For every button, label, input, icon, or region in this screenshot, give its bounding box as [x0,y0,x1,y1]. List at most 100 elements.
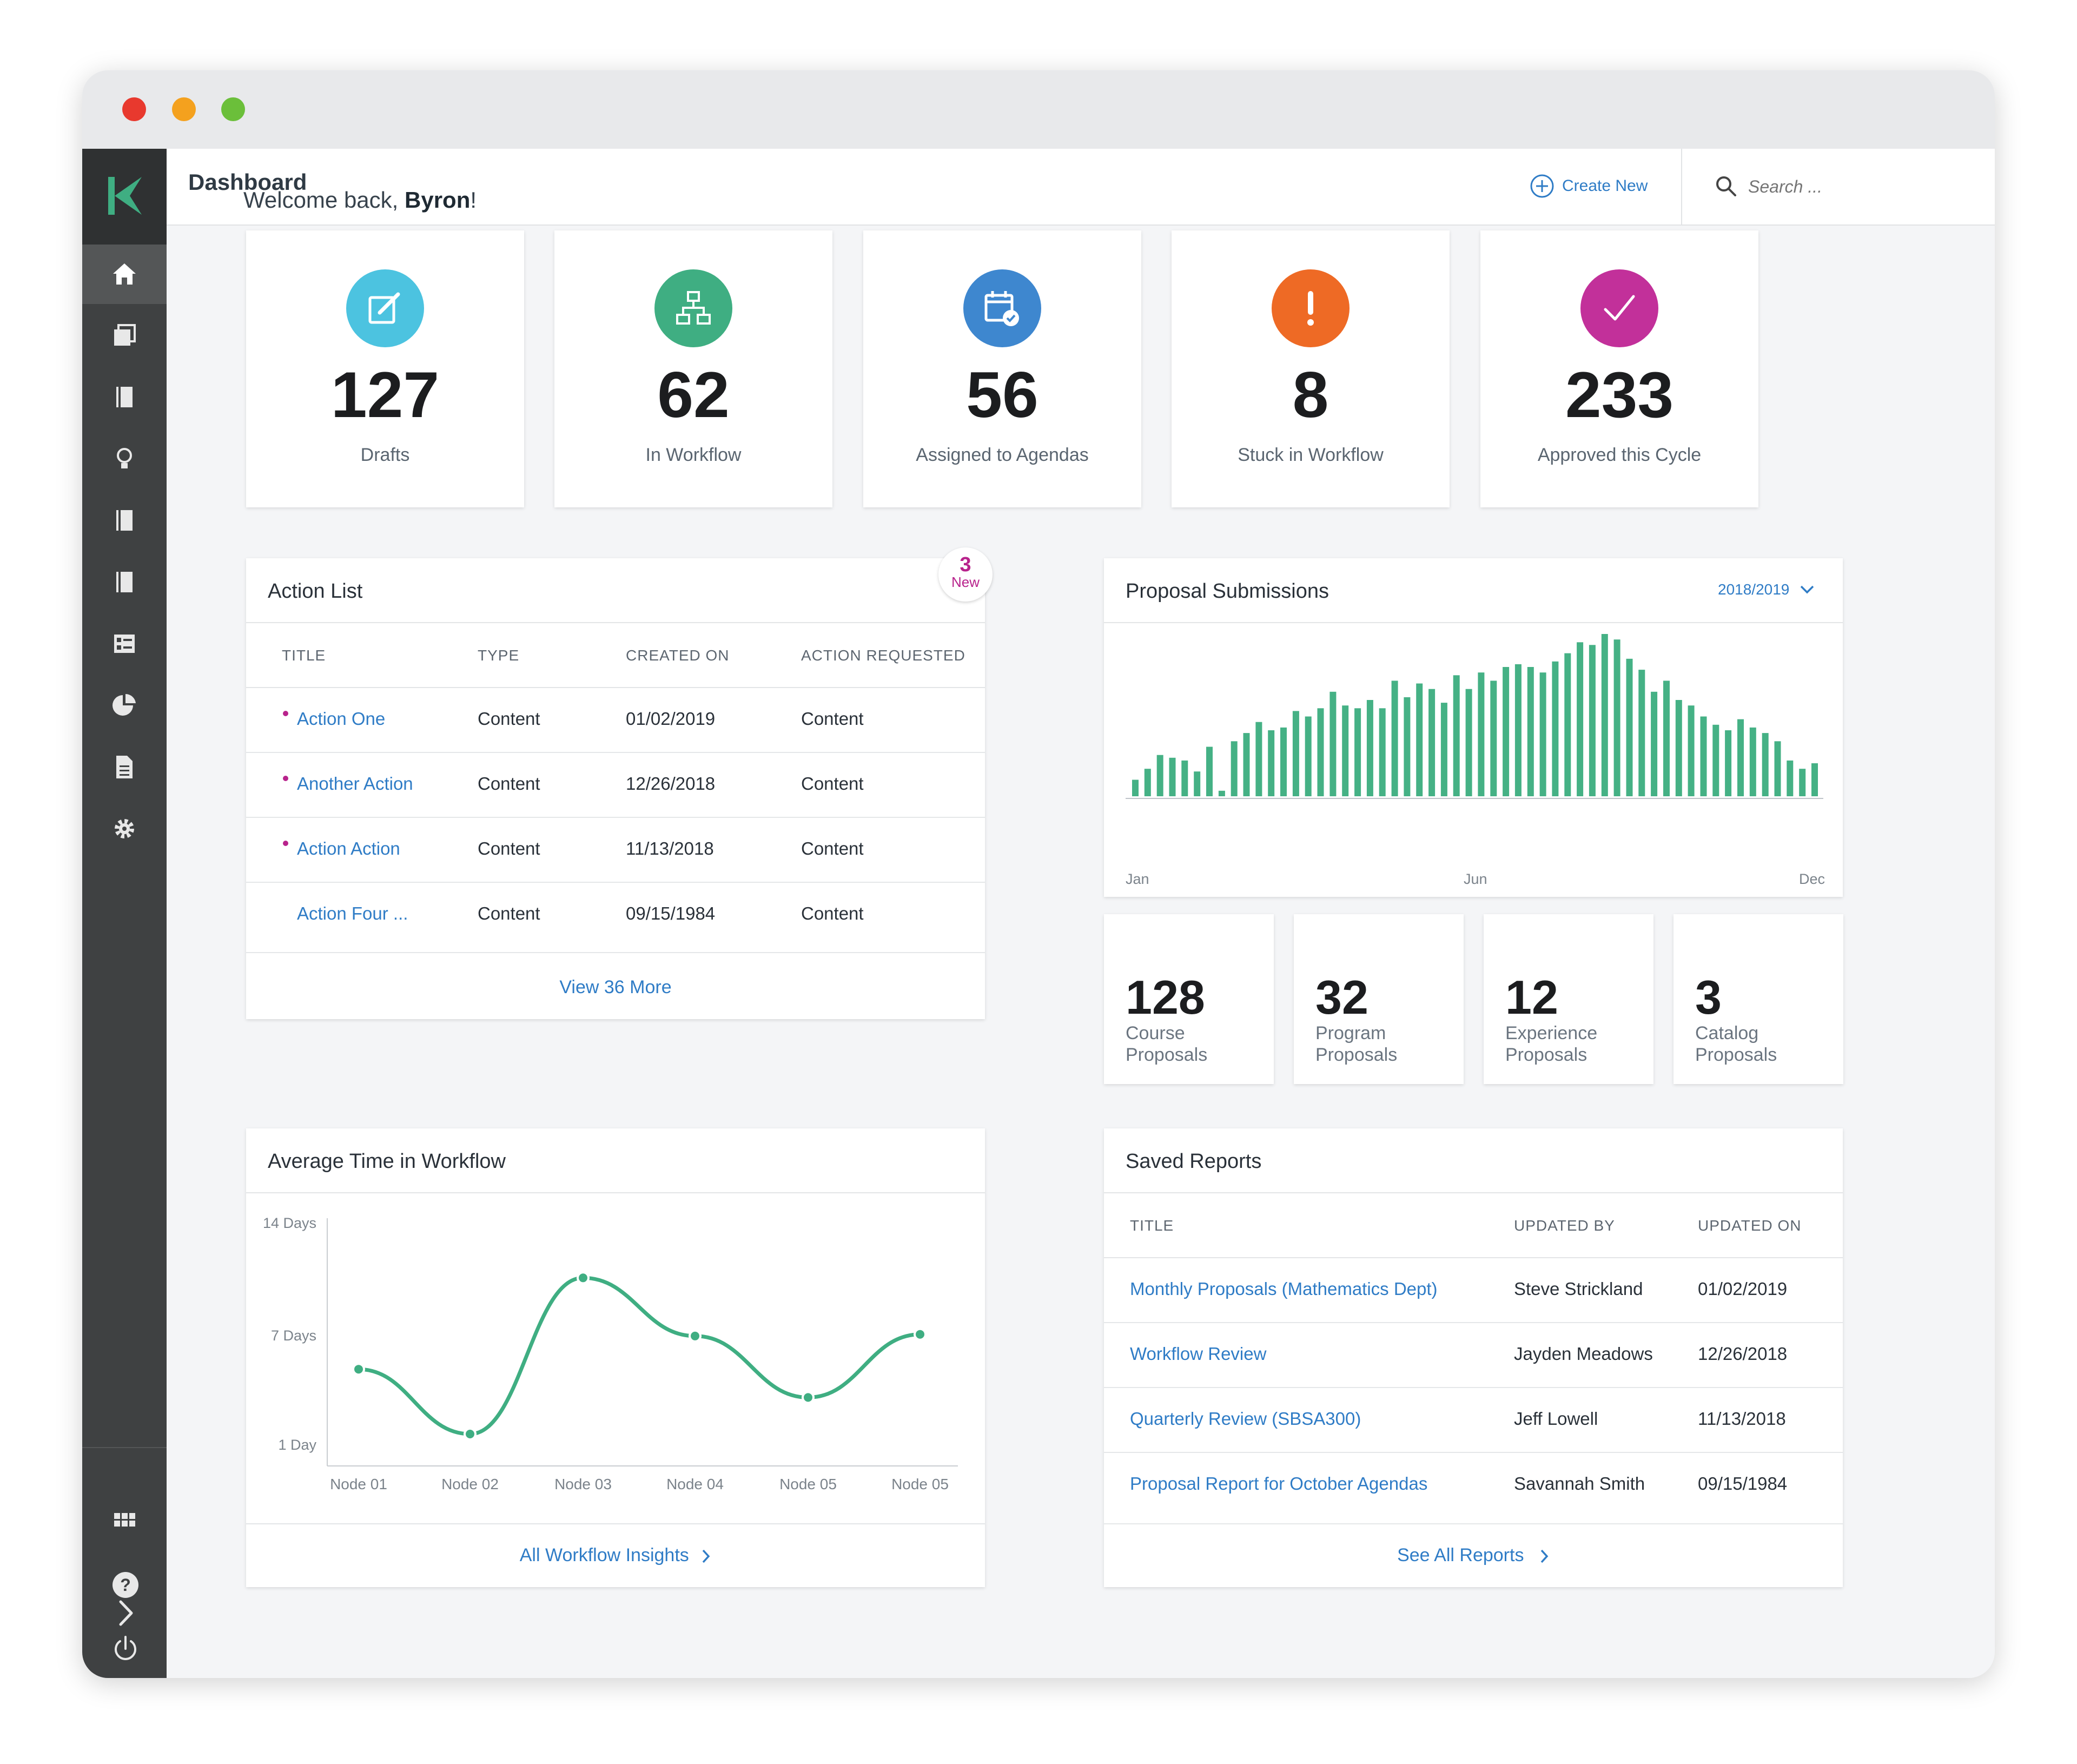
action-title-link[interactable]: Action Four ... [297,903,408,923]
stat-card-drafts[interactable]: 127 Drafts [246,230,524,507]
table-row[interactable]: Monthly Proposals (Mathematics Dept) Ste… [1104,1257,1843,1323]
stat-card-in-workflow[interactable]: 62 In Workflow [554,230,832,507]
sidebar-item-reports[interactable] [82,676,167,735]
stat-value: 233 [1565,359,1674,431]
submission-bar [1465,689,1472,796]
table-row[interactable]: Action Four ... Content 09/15/1984 Conte… [246,882,985,953]
stat-card-stuck-in-workflow[interactable]: 8 Stuck in Workflow [1172,230,1450,507]
column-header[interactable]: UPDATED ON [1698,1217,1802,1234]
column-header[interactable]: CREATED ON [626,647,730,664]
report-updated-by: Savannah Smith [1514,1474,1645,1494]
stat-card-approved-this-cycle[interactable]: 233 Approved this Cycle [1480,230,1758,507]
sidebar-item-help[interactable]: ? [82,1554,167,1614]
see-all-reports-link[interactable]: See All Reports [1104,1545,1843,1566]
saved-reports-title: Saved Reports [1126,1150,1262,1173]
mini-stat-experience[interactable]: 12 Experience Proposals [1484,914,1653,1084]
sidebar-item-ideas[interactable] [82,429,167,488]
new-indicator-dot [283,841,288,846]
all-workflow-insights-link[interactable]: All Workflow Insights [246,1545,985,1566]
submission-bar [1255,722,1262,796]
x-axis-label: Jun [1464,871,1487,887]
sidebar-item-documents[interactable] [82,737,167,797]
sidebar-item-settings[interactable] [82,799,167,858]
sidebar-item-home[interactable] [82,245,167,304]
sidebar-item-library[interactable] [82,306,167,365]
report-title-link[interactable]: Quarterly Review (SBSA300) [1130,1409,1361,1429]
submission-bar [1416,683,1423,796]
column-header[interactable]: TITLE [1130,1217,1174,1234]
column-header[interactable]: TITLE [282,647,326,664]
action-created: 12/26/2018 [626,774,716,794]
title-bar [82,70,1995,149]
stat-card-assigned-to-agendas[interactable]: 56 Assigned to Agendas [863,230,1141,507]
column-header[interactable]: TYPE [478,647,520,664]
app-logo[interactable] [82,149,167,245]
welcome-suffix: ! [470,187,477,213]
workflow-data-point[interactable] [689,1329,702,1343]
submission-bar [1342,705,1349,796]
sidebar-item-logout[interactable] [82,1618,167,1677]
chevron-right-icon [702,1549,710,1563]
submission-bar [1181,760,1188,796]
edit-icon [368,292,400,324]
apps-grid-icon [114,1513,135,1527]
sidebar-item-apps[interactable] [82,1490,167,1550]
table-row[interactable]: Quarterly Review (SBSA300) Jeff Lowell 1… [1104,1387,1843,1453]
view-more-link[interactable]: View 36 More [559,977,672,997]
table-row[interactable]: Action One Content 01/02/2019 Content [246,687,985,753]
page-title: Dashboard [188,169,307,195]
submission-bar [1811,763,1818,796]
column-header[interactable]: ACTION REQUESTED [801,647,965,664]
workflow-series-line [356,1276,922,1436]
action-title-link[interactable]: Action Action [297,838,400,858]
workflow-data-point[interactable] [802,1391,815,1404]
submission-bar [1725,730,1732,796]
chevron-right-icon [1540,1549,1549,1563]
table-header: TITLE TYPE CREATED ON ACTION REQUESTED [246,622,985,688]
report-title-link[interactable]: Workflow Review [1130,1344,1267,1364]
close-window-button[interactable] [122,97,146,121]
power-icon [115,1636,136,1660]
user-name: Byron [405,187,471,213]
report-title-link[interactable]: Monthly Proposals (Mathematics Dept) [1130,1279,1438,1299]
workflow-data-point[interactable] [464,1428,477,1441]
table-row[interactable]: Action Action Content 11/13/2018 Content [246,817,985,883]
create-new-button[interactable]: Create New [1530,173,1648,200]
action-title-link[interactable]: Another Action [297,774,413,794]
year-select[interactable]: 2018/2019 [1718,581,1815,598]
search-input[interactable] [1747,173,1976,201]
submission-bar [1514,664,1522,796]
sidebar-expand-button[interactable] [111,1598,140,1630]
workflow-data-point[interactable] [352,1363,365,1376]
action-title-link[interactable]: Action One [297,709,386,729]
mini-stat-label: Experience Proposals [1505,1023,1598,1065]
table-row[interactable]: Proposal Report for October Agendas Sava… [1104,1452,1843,1524]
maximize-window-button[interactable] [221,97,245,121]
submission-bar [1218,790,1225,796]
stat-label: Approved this Cycle [1537,445,1702,465]
table-row[interactable]: Another Action Content 12/26/2018 Conten… [246,752,985,818]
stat-icon-circle [1580,269,1658,347]
report-updated-by: Jayden Meadows [1514,1344,1653,1364]
mini-stat-course[interactable]: 128 Course Proposals [1104,914,1274,1084]
report-updated-on: 11/13/2018 [1698,1409,1786,1429]
workflow-icon [676,291,711,325]
workflow-data-point[interactable] [577,1271,590,1285]
x-axis-label: Node 05 [891,1476,949,1492]
mini-stat-program[interactable]: 32 Program Proposals [1294,914,1464,1084]
submission-bar [1243,733,1250,796]
submission-bar [1503,667,1510,796]
new-actions-badge[interactable]: 3 New [938,547,993,602]
badge-count: 3 [960,553,971,576]
workflow-data-point[interactable] [914,1327,927,1341]
sidebar-item-programs[interactable] [82,552,167,612]
sidebar-item-lists[interactable] [82,614,167,673]
table-row[interactable]: Workflow Review Jayden Meadows 12/26/201… [1104,1322,1843,1388]
report-title-link[interactable]: Proposal Report for October Agendas [1130,1474,1428,1494]
submission-bar [1799,769,1806,796]
column-header[interactable]: UPDATED BY [1514,1217,1615,1234]
sidebar-item-books[interactable] [82,367,167,427]
mini-stat-catalog[interactable]: 3 Catalog Proposals [1673,914,1843,1084]
minimize-window-button[interactable] [172,97,196,121]
sidebar-item-catalog[interactable] [82,491,167,550]
